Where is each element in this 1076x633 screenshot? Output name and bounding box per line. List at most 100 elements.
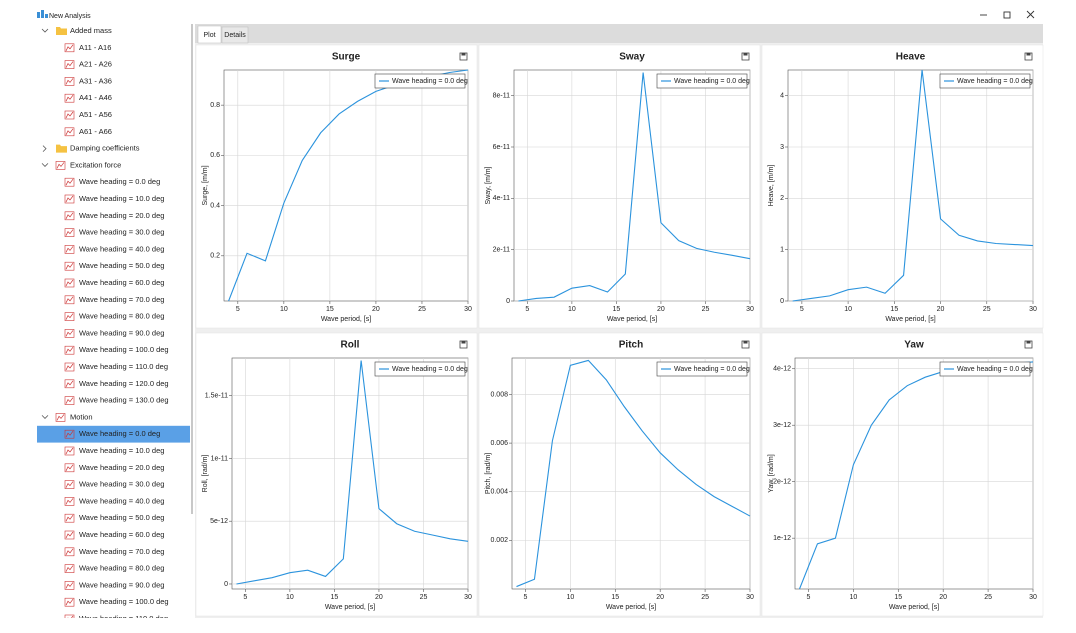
x-tick-label: 30 <box>464 306 472 313</box>
x-tick-label: 15 <box>326 306 334 313</box>
plot-icon-line <box>65 464 74 471</box>
tree-item[interactable]: Damping coefficients <box>70 144 140 153</box>
tree-item[interactable]: Wave heading = 130.0 deg <box>79 396 169 405</box>
tree-item[interactable]: Wave heading = 40.0 deg <box>79 496 164 505</box>
x-tick-label: 20 <box>656 594 664 601</box>
tab-details[interactable] <box>221 26 249 44</box>
tree-item[interactable]: Added mass <box>70 26 112 35</box>
window-controls[interactable] <box>980 10 1035 19</box>
plot-icon-line <box>65 598 74 606</box>
tree-item[interactable]: Wave heading = 110.0 deg <box>79 614 168 623</box>
plot-icon-line <box>65 94 74 102</box>
save-button-slot <box>461 53 466 56</box>
tree-item[interactable]: Wave heading = 50.0 deg <box>79 513 164 522</box>
x-tick-label: 10 <box>849 594 857 601</box>
plot-area <box>231 357 469 590</box>
tree-item[interactable]: A11 - A16 <box>79 43 111 52</box>
tree-item[interactable]: Wave heading = 100.0 deg <box>79 597 169 606</box>
x-tick-label: 20 <box>657 306 665 313</box>
legend-box <box>374 73 466 89</box>
tree-scrollbar[interactable] <box>191 24 193 514</box>
tree-item[interactable]: Wave heading = 90.0 deg <box>79 328 164 337</box>
plot-area <box>223 69 469 302</box>
tree-item[interactable]: Excitation force <box>70 160 121 169</box>
restore-button[interactable] <box>1003 11 1011 19</box>
chart-title: Surge <box>332 52 361 63</box>
x-tick-label: 25 <box>420 594 428 601</box>
plot-icon-line <box>65 397 74 404</box>
x-tick-label: 5 <box>236 306 240 313</box>
x-tick-label: 25 <box>702 306 710 313</box>
y-tick-label: 8e-11 <box>493 93 510 100</box>
tree-item[interactable]: Motion <box>70 412 93 421</box>
tree-item[interactable]: A21 - A26 <box>79 60 112 69</box>
y-tick-label: 0 <box>506 298 510 305</box>
tree-item[interactable]: Wave heading = 110.0 deg <box>79 362 168 371</box>
x-tick-label: 25 <box>983 306 991 313</box>
expander-open[interactable] <box>41 163 49 167</box>
tree-item[interactable]: Wave heading = 60.0 deg <box>79 278 164 287</box>
expander-open[interactable] <box>41 28 49 33</box>
tab-label[interactable]: Details <box>224 32 246 39</box>
plot-icon <box>64 497 75 506</box>
tree-item[interactable]: Wave heading = 20.0 deg <box>79 211 164 220</box>
y-tick-label: 2e-12 <box>773 479 791 486</box>
tree-item[interactable]: Wave heading = 70.0 deg <box>79 295 164 304</box>
expander-open[interactable] <box>41 415 49 419</box>
plot-icon-line <box>65 212 74 219</box>
x-tick-label: 25 <box>984 594 992 601</box>
y-axis-label: Pitch, [rad/m] <box>485 453 492 494</box>
chart-title: Roll <box>341 340 360 351</box>
tree-item[interactable]: Wave heading = 120.0 deg <box>79 379 169 388</box>
tree-item[interactable]: Wave heading = 50.0 deg <box>79 261 164 270</box>
plot-icon-line <box>65 548 74 555</box>
plot-icon-line <box>56 162 65 169</box>
legend-box <box>939 73 1031 89</box>
plot-icon <box>64 194 75 204</box>
y-tick-label: 4e-11 <box>493 195 510 202</box>
tree-item[interactable]: A31 - A36 <box>79 76 112 85</box>
y-tick-label: 6e-11 <box>493 144 510 151</box>
plot-icon <box>64 429 75 439</box>
tree-item[interactable]: Wave heading = 40.0 deg <box>79 244 164 253</box>
plot-icon <box>55 161 66 170</box>
plot-icon-line <box>65 44 74 51</box>
tree-view: Added mass A11 - A16 A21 - A26 A31 - A36 A41… <box>37 26 190 623</box>
tree-item[interactable]: Wave heading = 20.0 deg <box>79 463 164 472</box>
plot-icon <box>64 362 75 372</box>
x-axis-label: Wave period, [s] <box>889 604 939 611</box>
tree-item[interactable]: Wave heading = 0.0 deg <box>79 177 160 186</box>
tree-item[interactable]: Wave heading = 10.0 deg <box>79 194 164 203</box>
y-axis-label: Sway, [m/m] <box>485 166 492 204</box>
y-tick-label: 3e-12 <box>773 422 791 429</box>
tree-item[interactable]: Wave heading = 80.0 deg <box>79 564 164 573</box>
y-tick-label: 0.008 <box>490 391 508 398</box>
save-button-slot <box>743 53 748 56</box>
plot-icon-line <box>56 414 65 421</box>
y-tick-label: 0.006 <box>490 440 508 447</box>
y-tick-label: 0.4 <box>210 202 220 209</box>
tree-item[interactable]: Wave heading = 30.0 deg <box>79 228 164 237</box>
tree-item[interactable]: Wave heading = 0.0 deg <box>79 429 160 438</box>
y-tick-label: 0.8 <box>210 102 220 109</box>
tree-item[interactable]: Wave heading = 60.0 deg <box>79 530 164 539</box>
tree-item[interactable]: Wave heading = 100.0 deg <box>79 345 169 354</box>
tree-item[interactable]: Wave heading = 30.0 deg <box>79 480 164 489</box>
plot-icon-line <box>65 61 74 68</box>
tree-item[interactable]: Wave heading = 10.0 deg <box>79 446 164 455</box>
tree-item[interactable]: Wave heading = 80.0 deg <box>79 312 164 321</box>
x-tick-label: 15 <box>331 594 339 601</box>
x-tick-label: 10 <box>568 306 576 313</box>
tree-item[interactable]: Wave heading = 70.0 deg <box>79 547 164 556</box>
x-tick-label: 15 <box>890 306 898 313</box>
expander-closed[interactable] <box>42 145 47 152</box>
tree-item[interactable]: Wave heading = 90.0 deg <box>79 580 164 589</box>
y-tick-label: 1e-11 <box>211 455 228 462</box>
y-tick-label: 1e-12 <box>773 535 791 542</box>
save-button-slot <box>743 341 748 344</box>
tree-item[interactable]: A61 - A66 <box>79 127 112 136</box>
tab-plot[interactable] <box>197 25 222 44</box>
tree-item[interactable]: A41 - A46 <box>79 93 112 102</box>
tab-label[interactable]: Plot <box>203 32 215 39</box>
tree-item[interactable]: A51 - A56 <box>79 110 112 119</box>
